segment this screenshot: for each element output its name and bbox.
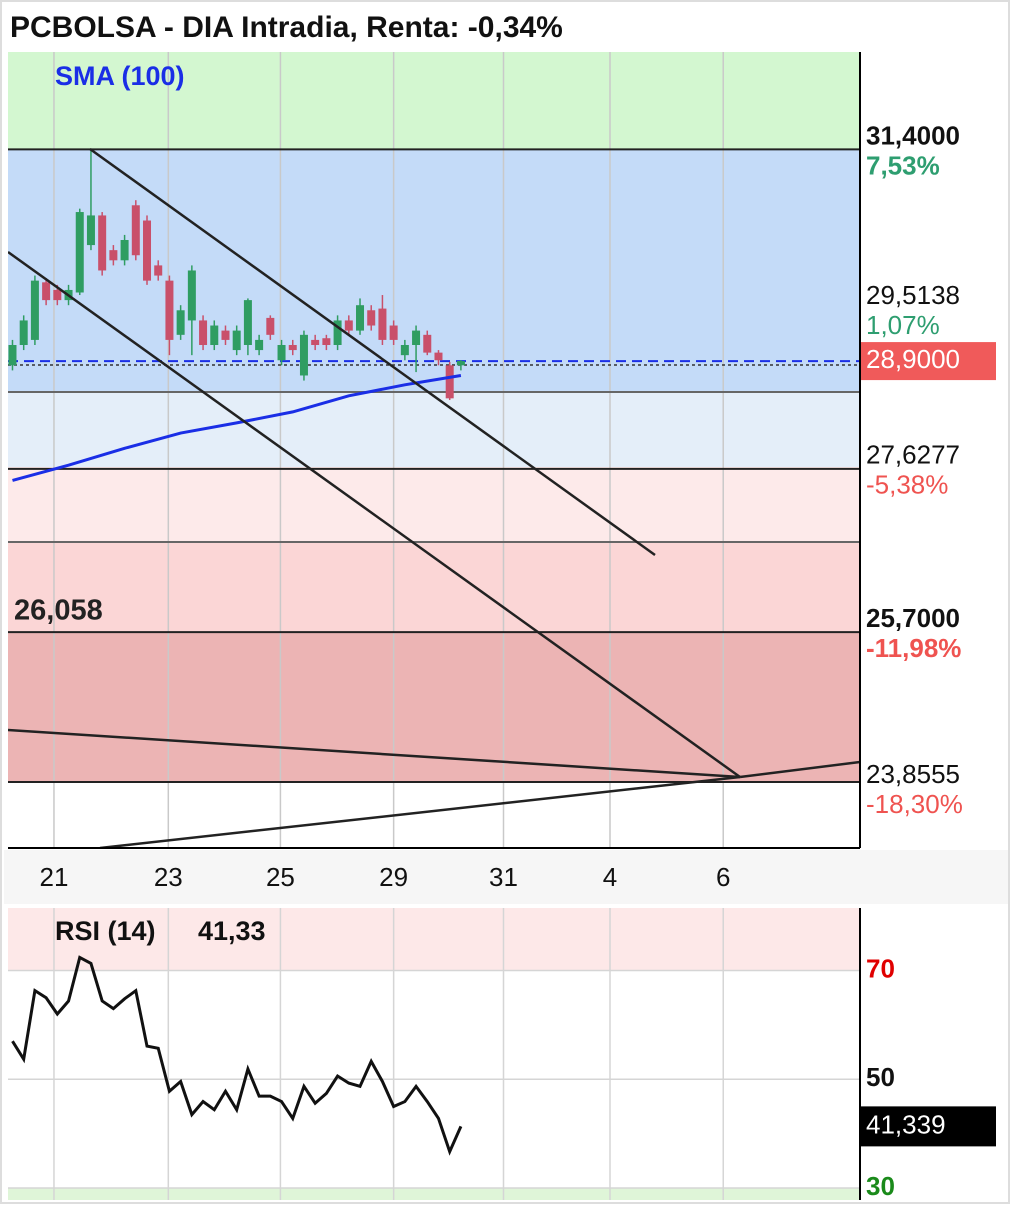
candle-body: [423, 334, 432, 353]
level-label: 25,7000: [866, 603, 960, 633]
legend-label: SMA (100): [55, 61, 185, 91]
y-tick-label: 50: [866, 1062, 895, 1092]
x-tick-label: 21: [40, 862, 69, 892]
zone: [8, 149, 860, 392]
candle-body: [389, 325, 398, 340]
candle-body: [445, 365, 454, 399]
candle-body: [42, 282, 51, 301]
level-change: 1,07%: [866, 310, 940, 340]
candle-body: [187, 270, 196, 321]
current-price-label: 28,9000: [866, 344, 960, 374]
candle-body: [333, 320, 342, 345]
level-label: 23,8555: [866, 759, 960, 789]
x-tick-label: 29: [379, 862, 408, 892]
level-change: -5,38%: [866, 470, 948, 500]
x-tick-label: 23: [154, 862, 183, 892]
x-axis: 21 23 25 29 31 4 6: [40, 862, 731, 892]
current-price-box: [861, 342, 996, 381]
sma-line: [12, 374, 462, 482]
trend-line: [89, 147, 656, 557]
trend-line: [99, 775, 741, 848]
trend-line: [8, 728, 741, 779]
overbought-zone: [8, 908, 860, 971]
zone: [8, 467, 860, 542]
candle-body: [210, 325, 219, 345]
legend-label: RSI (14): [55, 916, 156, 946]
indicator-value: 41,33: [198, 916, 266, 946]
candle-body: [75, 212, 84, 293]
zone: [8, 392, 860, 467]
current-value-box: [861, 1106, 996, 1147]
price-panel: 26,058: [8, 52, 860, 848]
candle-body: [232, 330, 241, 351]
candle-body: [30, 280, 39, 340]
rsi-panel: [8, 908, 860, 1200]
candle-body: [86, 215, 95, 246]
candle-body: [154, 265, 163, 276]
candle-body: [199, 320, 208, 345]
level-change: -11,98%: [866, 633, 961, 663]
candle-body: [98, 215, 107, 271]
candle-body: [143, 220, 152, 281]
title: PCBOLSA - DIA Intradia, Renta: -0,34%: [10, 11, 563, 44]
level-label: 27,6277: [866, 440, 960, 470]
candle-body: [299, 334, 308, 376]
zone: [8, 542, 860, 632]
x-tick-label: 31: [489, 862, 518, 892]
trend-line: [739, 760, 860, 779]
trend-lines: [8, 147, 860, 848]
candle-body: [277, 344, 286, 361]
candle-body: [367, 310, 376, 326]
candle-body: [412, 330, 421, 345]
candle-body: [266, 317, 275, 335]
zone: [8, 632, 860, 782]
y-tick-label: 70: [866, 953, 895, 983]
level-change: -18,30%: [866, 789, 963, 819]
levels: [8, 148, 860, 634]
candle-body: [288, 344, 297, 351]
grid: [53, 52, 724, 848]
candle-body: [165, 280, 174, 340]
current-value-label: 41,339: [866, 1109, 946, 1139]
zone: [8, 52, 860, 149]
candle-body: [456, 361, 465, 366]
candles: [8, 150, 860, 482]
candle-body: [53, 289, 62, 301]
candle-body: [311, 339, 320, 345]
y-tick-label: 30: [866, 1171, 895, 1201]
candle-body: [109, 250, 118, 261]
candle-body: [8, 344, 17, 366]
candle-body: [344, 320, 353, 331]
candle-body: [19, 320, 28, 345]
rsi-line: [11, 955, 463, 1156]
oversold-zone: [8, 1188, 860, 1200]
candle-body: [356, 305, 365, 331]
rsi-axis: 70 50 30: [866, 953, 895, 1201]
level-change: 7,53%: [866, 150, 940, 180]
x-axis-strip: [4, 850, 1008, 904]
candle-body: [322, 338, 331, 345]
candle-body: [378, 308, 387, 340]
level-label: 31,4000: [866, 120, 960, 150]
candle-body: [120, 239, 129, 261]
candle-body: [176, 310, 185, 335]
candle-body: [243, 300, 252, 345]
candle-body: [400, 344, 409, 356]
x-tick-label: 4: [603, 862, 617, 892]
trend-line: [8, 250, 741, 779]
candle-body: [255, 339, 264, 351]
x-tick-label: 6: [716, 862, 730, 892]
candle-body: [434, 352, 443, 361]
candle-body: [131, 205, 140, 256]
title-bar: [4, 4, 860, 50]
level-label: 29,5138: [866, 280, 960, 310]
candle-body: [221, 330, 230, 340]
x-tick-label: 25: [266, 862, 295, 892]
annotation: 26,058: [14, 595, 103, 627]
